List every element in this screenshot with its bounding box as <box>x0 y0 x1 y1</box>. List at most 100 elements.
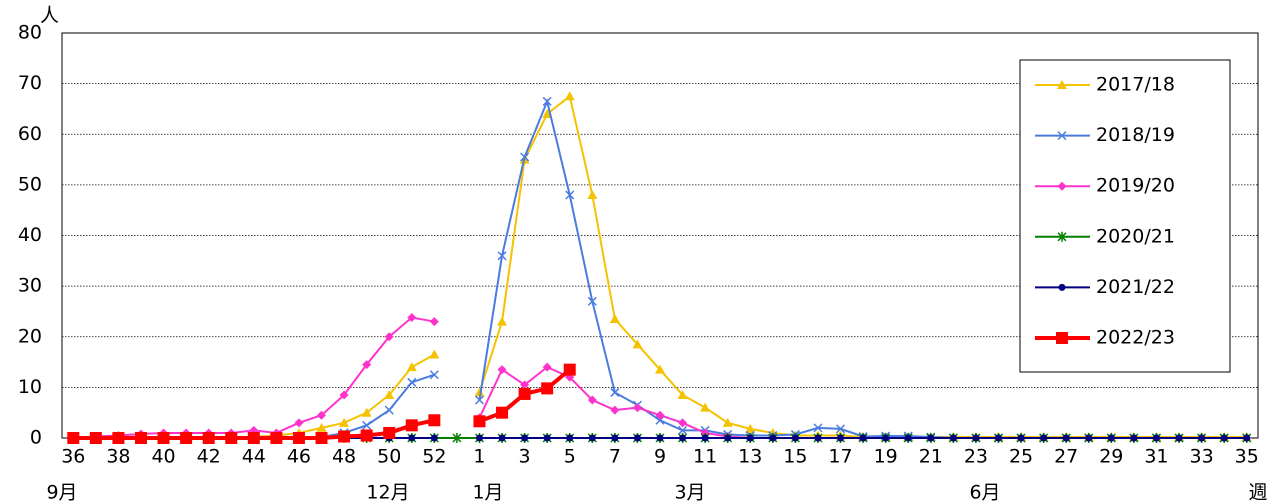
marker <box>563 363 576 376</box>
marker <box>632 403 642 413</box>
marker <box>1040 434 1048 442</box>
marker <box>835 424 846 434</box>
marker <box>338 430 351 443</box>
marker <box>157 432 170 444</box>
marker <box>724 434 732 442</box>
x-tick-label: 21 <box>919 446 943 468</box>
marker <box>520 380 530 390</box>
month-label: 9月 <box>46 482 77 504</box>
x-tick-label: 38 <box>106 446 130 468</box>
y-tick-label: 70 <box>18 72 42 94</box>
marker <box>610 387 620 397</box>
x-tick-label: 27 <box>1054 446 1078 468</box>
marker <box>722 417 733 427</box>
marker <box>428 414 441 427</box>
marker <box>225 432 238 444</box>
legend-box <box>1019 59 1231 373</box>
legend-label: 2017/18 <box>1096 74 1175 96</box>
marker <box>543 434 551 442</box>
marker <box>405 419 418 432</box>
marker <box>655 415 665 425</box>
x-tick-label: 36 <box>61 446 85 468</box>
marker <box>292 432 305 444</box>
marker <box>67 432 80 444</box>
marker <box>542 362 552 372</box>
marker <box>587 190 598 199</box>
marker <box>1220 434 1228 442</box>
marker <box>408 434 416 442</box>
marker <box>588 434 596 442</box>
marker <box>904 434 912 442</box>
legend-label: 2018/19 <box>1096 124 1175 146</box>
marker <box>384 405 394 415</box>
marker <box>700 402 711 412</box>
x-tick-label: 42 <box>197 446 221 468</box>
marker <box>294 418 304 428</box>
marker <box>678 425 688 435</box>
y-tick-label: 50 <box>18 173 42 195</box>
marker <box>1152 434 1160 442</box>
marker <box>949 434 957 442</box>
x-tick-label: 19 <box>874 446 898 468</box>
marker <box>610 405 620 415</box>
marker <box>837 434 845 442</box>
x-tick-label: 50 <box>377 446 401 468</box>
marker <box>317 410 327 420</box>
x-tick-label: 29 <box>1099 446 1123 468</box>
marker <box>384 332 394 342</box>
marker <box>927 434 935 442</box>
marker <box>407 377 417 387</box>
month-label: 12月 <box>366 482 409 504</box>
marker <box>1057 231 1067 242</box>
x-tick-label: 31 <box>1144 446 1168 468</box>
marker <box>587 395 597 405</box>
marker <box>452 433 462 443</box>
marker <box>474 395 485 405</box>
marker <box>541 382 554 395</box>
series-line <box>478 365 1247 439</box>
marker <box>1017 434 1025 442</box>
marker <box>678 418 688 428</box>
marker <box>769 434 777 442</box>
marker <box>564 91 575 101</box>
marker <box>609 314 620 324</box>
y-tick-label: 40 <box>18 224 42 246</box>
marker <box>316 422 327 432</box>
marker <box>1175 434 1183 442</box>
marker <box>542 96 552 106</box>
marker <box>383 426 396 439</box>
marker <box>882 434 890 442</box>
marker <box>518 387 531 400</box>
marker <box>362 360 372 370</box>
marker <box>655 410 665 420</box>
marker <box>497 365 507 375</box>
x-tick-label: 35 <box>1235 446 1259 468</box>
marker <box>1057 181 1067 191</box>
marker <box>791 434 799 442</box>
month-label: 6月 <box>969 482 1000 504</box>
marker <box>972 434 980 442</box>
marker <box>1062 434 1070 442</box>
x-tick-label: 44 <box>242 446 266 468</box>
marker <box>360 429 373 442</box>
marker <box>384 389 395 399</box>
marker <box>1056 332 1068 344</box>
marker <box>655 364 665 374</box>
marker <box>496 406 509 419</box>
marker <box>633 434 641 442</box>
x-tick-label: 5 <box>564 446 576 468</box>
x-tick-label: 33 <box>1189 446 1213 468</box>
marker <box>656 434 664 442</box>
marker <box>566 434 574 442</box>
marker <box>475 434 483 442</box>
marker <box>112 432 125 444</box>
x-tick-label: 46 <box>287 446 311 468</box>
marker <box>474 387 485 397</box>
marker <box>429 317 439 327</box>
y-tick-label: 60 <box>18 123 42 145</box>
marker <box>315 432 328 444</box>
marker <box>1107 434 1115 442</box>
marker <box>1130 434 1138 442</box>
marker <box>679 434 687 442</box>
